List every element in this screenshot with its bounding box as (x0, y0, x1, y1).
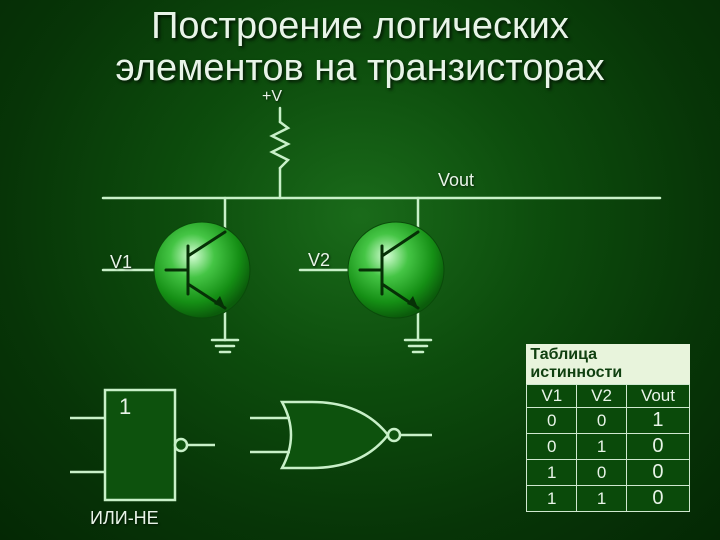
table-row: 0 0 1 (527, 408, 690, 434)
gost-block-label: 1 (119, 394, 131, 420)
table-row: 1 1 0 (527, 486, 690, 512)
v1-label: V1 (110, 252, 132, 273)
table-header-row: V1 V2 Vout (527, 385, 690, 408)
vplus-label: +V (262, 88, 282, 106)
th-v1: V1 (527, 385, 577, 408)
truth-table-caption: Таблица истинности (526, 344, 690, 384)
th-v2: V2 (577, 385, 627, 408)
transistor-q2 (348, 222, 444, 318)
ansi-nor-symbol (250, 402, 432, 468)
th-vout: Vout (626, 385, 689, 408)
table-row: 0 1 0 (527, 434, 690, 460)
transistor-q1 (154, 222, 250, 318)
v2-label: V2 (308, 250, 330, 271)
gost-nor-symbol (70, 390, 215, 500)
gate-name-label: ИЛИ-НЕ (90, 508, 159, 529)
vout-label: Vout (438, 170, 474, 191)
truth-table: Таблица истинности V1 V2 Vout 0 0 1 0 1 … (526, 344, 690, 512)
table-row: 1 0 0 (527, 460, 690, 486)
